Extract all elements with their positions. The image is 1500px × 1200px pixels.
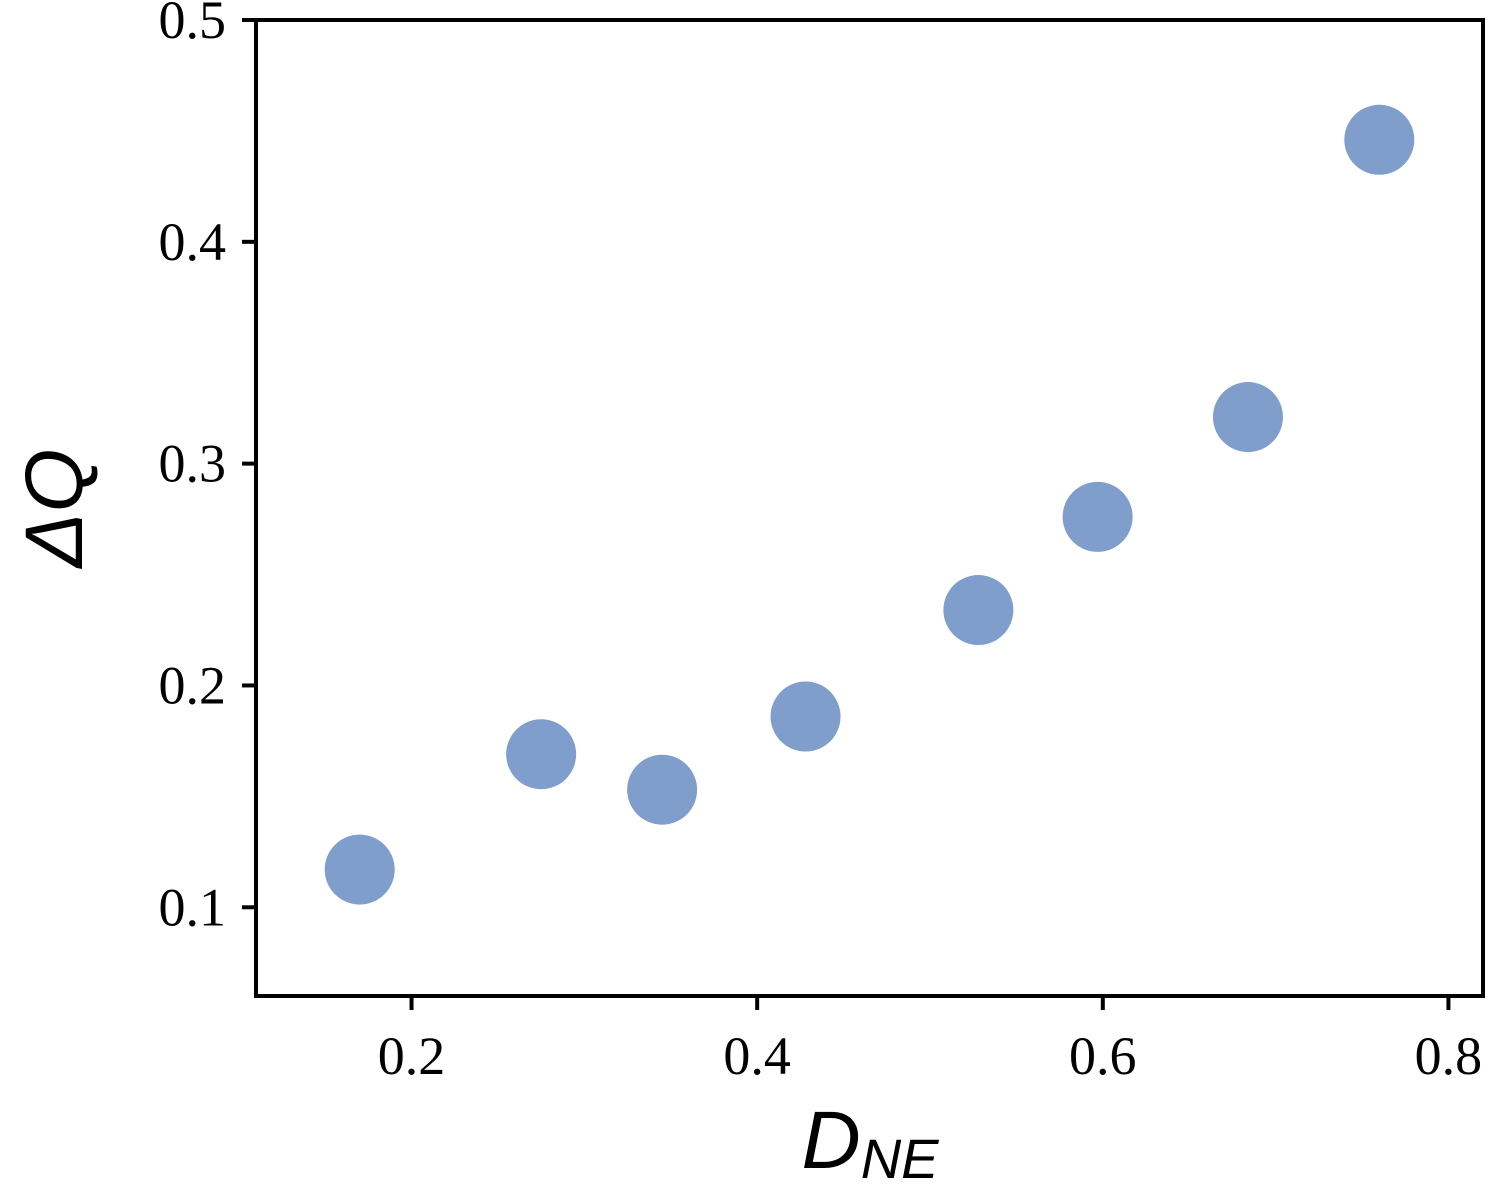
data-point xyxy=(506,719,577,790)
axis-ticks: 0.2 0.4 0.6 0.8 0.1 0.2 0.3 0.4 0.5 xyxy=(159,0,1483,1086)
x-axis-label: DNE xyxy=(801,1095,939,1190)
x-tick-label: 0.2 xyxy=(378,1026,446,1086)
data-point xyxy=(1212,382,1283,453)
data-point xyxy=(1062,481,1133,552)
data-point xyxy=(1344,104,1415,175)
y-tick-label: 0.4 xyxy=(159,212,227,272)
y-tick-label: 0.1 xyxy=(159,877,227,937)
plot-frame xyxy=(254,18,1485,998)
data-point xyxy=(324,834,395,905)
y-tick-label: 0.2 xyxy=(159,655,227,715)
data-point xyxy=(770,681,841,752)
data-point xyxy=(943,575,1014,646)
data-points xyxy=(324,104,1415,905)
x-tick-label: 0.6 xyxy=(1069,1026,1137,1086)
x-tick-label: 0.4 xyxy=(723,1026,791,1086)
data-point xyxy=(627,754,698,825)
y-tick-label: 0.5 xyxy=(159,0,227,50)
y-axis-label: ΔQ xyxy=(9,449,100,570)
x-axis-label-main: D xyxy=(801,1095,860,1186)
x-tick-label: 0.8 xyxy=(1415,1026,1483,1086)
x-axis-label-subscript: NE xyxy=(861,1127,939,1190)
y-tick-label: 0.3 xyxy=(159,434,227,494)
